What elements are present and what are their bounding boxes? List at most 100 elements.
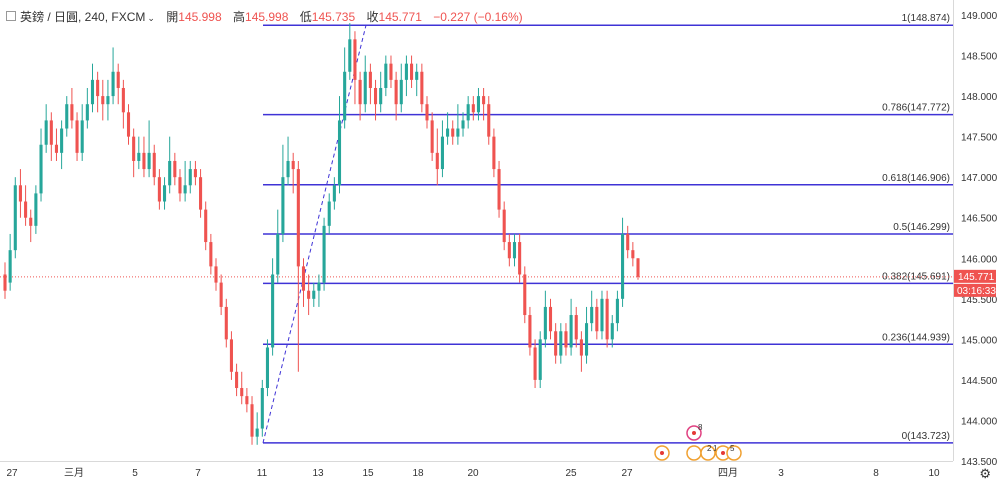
high-label: 高	[233, 10, 246, 24]
candle-body	[162, 185, 167, 202]
candle-body	[559, 331, 563, 356]
candle-body	[322, 225, 326, 283]
event-dot	[721, 451, 725, 455]
fib-level-label: 0.786(147.772)	[882, 103, 950, 114]
candle-body	[332, 185, 336, 202]
candle-body	[178, 177, 182, 194]
candle-body	[554, 331, 558, 356]
candle-body	[255, 428, 259, 437]
collapse-icon[interactable]	[6, 11, 16, 21]
price-tag-value: 145.771	[958, 272, 995, 283]
candle-body	[446, 128, 450, 137]
candle-body	[368, 71, 372, 88]
event-count-label: 1	[713, 444, 718, 453]
candle-body	[132, 136, 136, 161]
open-label: 開	[166, 10, 179, 24]
candle-body	[90, 79, 95, 105]
candle-body	[615, 298, 619, 324]
y-tick-label: 146.500	[961, 214, 998, 225]
x-tick-label: 15	[362, 468, 374, 479]
candle-body	[502, 209, 506, 243]
candle-body	[301, 266, 306, 291]
candle-body	[631, 250, 635, 259]
candle-body	[296, 169, 300, 267]
candle-body	[389, 63, 393, 80]
candle-body	[595, 306, 599, 332]
candle-body	[199, 177, 203, 210]
candle-body	[291, 160, 295, 170]
candle-body	[168, 160, 172, 186]
candle-body	[379, 87, 383, 105]
candle-body	[49, 120, 53, 145]
candle-body	[564, 331, 568, 348]
candle-body	[80, 120, 84, 153]
candle-body	[523, 274, 527, 316]
symbol-label[interactable]: 英鎊 / 日圓, 240, FXCM	[20, 10, 146, 24]
candle-body	[600, 298, 604, 332]
trend-line[interactable]	[262, 25, 367, 444]
y-tick-label: 147.500	[961, 133, 998, 144]
x-tick-label: 27	[6, 468, 18, 479]
fib-level-label: 0(143.723)	[902, 431, 950, 442]
candle-body	[39, 144, 43, 194]
candle-body	[456, 128, 460, 137]
y-tick-label: 144.500	[961, 376, 998, 387]
candle-body	[440, 136, 444, 170]
candle-body	[312, 290, 316, 299]
candle-body	[3, 274, 7, 291]
event-marker	[686, 445, 702, 461]
x-tick-label: 5	[132, 468, 138, 479]
candle-body	[260, 388, 264, 429]
fib-level-label: 0.382(145.691)	[882, 271, 950, 282]
event-dot	[692, 431, 696, 435]
x-tick-label: 8	[873, 468, 879, 479]
candle-body	[435, 152, 439, 170]
chart-legend[interactable]: 英鎊 / 日圓, 240, FXCM ⌄ 開145.998 高145.998 低1…	[6, 8, 523, 25]
candle-body	[250, 404, 254, 437]
y-tick-label: 149.000	[961, 11, 998, 22]
event-count-label: 8	[698, 423, 703, 432]
candle-body	[188, 169, 192, 186]
candle-body	[193, 169, 197, 178]
candle-body	[286, 160, 290, 178]
candle-body	[626, 233, 630, 251]
event-marker	[700, 445, 716, 461]
chevron-down-icon[interactable]: ⌄	[147, 13, 155, 23]
event-dot	[660, 451, 664, 455]
event-marker	[726, 445, 742, 461]
candle-body	[60, 128, 64, 153]
candle-body	[399, 79, 403, 105]
candle-body	[116, 71, 120, 88]
low-label: 低	[299, 10, 312, 24]
candle-body	[404, 63, 408, 80]
y-tick-label: 145.000	[961, 335, 998, 346]
fib-level-label: 0.618(146.906)	[882, 173, 950, 184]
y-tick-label: 143.500	[961, 457, 998, 468]
gear-icon[interactable]: ⚙	[979, 466, 991, 481]
candle-body	[451, 128, 455, 137]
candle-body	[584, 323, 589, 356]
y-tick-label: 148.500	[961, 52, 998, 63]
countdown-bg	[954, 283, 996, 297]
candle-body	[54, 144, 59, 153]
countdown-value: 03:16:33	[957, 286, 996, 297]
candle-body	[621, 233, 625, 299]
candle-body	[173, 160, 177, 178]
candle-body	[240, 388, 244, 397]
candle-body	[157, 177, 161, 202]
candle-body	[229, 339, 233, 372]
x-tick-label: 三月	[64, 467, 84, 479]
x-tick-label: 13	[312, 468, 324, 479]
candle-body	[235, 371, 239, 389]
fib-retracement[interactable]: 1(148.874) 0.786(147.772) 0.618(146.906) 0.…	[263, 13, 953, 444]
candle-body	[29, 217, 33, 226]
candle-body	[204, 209, 208, 243]
candle-body	[281, 177, 285, 234]
candle-body	[24, 201, 28, 218]
candle-body	[569, 315, 573, 348]
candle-body	[543, 306, 547, 340]
event-markers[interactable]: 8 2 1 5	[654, 423, 742, 461]
x-tick-label: 20	[467, 468, 479, 479]
